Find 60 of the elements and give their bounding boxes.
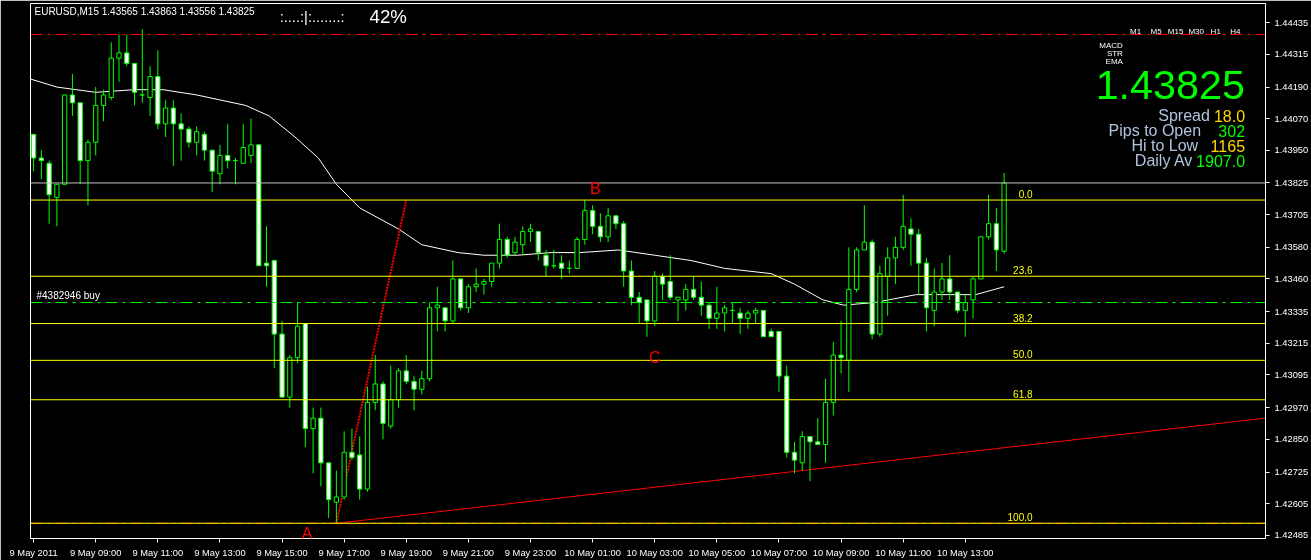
annotation: M15 <box>1167 27 1184 36</box>
annotation: 50.0 <box>1013 349 1034 361</box>
y-tick-label: 1.42970 <box>1274 402 1309 413</box>
x-tick-label: 10 May 05:00 <box>688 547 746 558</box>
annotation: H1 <box>1210 27 1222 36</box>
x-tick-label: 10 May 11:00 <box>875 547 932 558</box>
y-tick-label: 1.43705 <box>1274 209 1309 220</box>
annotation: Spread <box>1158 107 1210 124</box>
annotation: 38.2 <box>1013 312 1034 324</box>
annotation: EMA <box>1105 57 1124 66</box>
annotation: 100.0 <box>1007 512 1034 524</box>
x-tick-label: 10 May 01:00 <box>564 547 621 558</box>
y-tick-label: 1.44190 <box>1274 82 1309 93</box>
y-tick-label: 1.43460 <box>1274 273 1309 284</box>
y-tick-label: 1.44435 <box>1274 17 1309 28</box>
x-tick-label: 9 May 21:00 <box>442 547 495 558</box>
annotation: 23.6 <box>1013 265 1034 277</box>
y-tick-label: 1.42605 <box>1274 498 1309 509</box>
y-tick-label: 1.44315 <box>1274 49 1309 60</box>
y-tick-label: 1.43215 <box>1274 338 1309 349</box>
annotation: 18.0 <box>1213 107 1246 125</box>
annotation: :....:|:.......: <box>279 8 345 25</box>
x-tick-label: 9 May 09:00 <box>70 547 122 558</box>
y-tick-label: 1.43950 <box>1274 145 1309 156</box>
annotation: A <box>301 525 313 542</box>
annotation: H4 <box>1230 27 1241 36</box>
x-tick-label: 10 May 07:00 <box>750 547 808 558</box>
chart-title: EURUSD,M15 1.43565 1.43863 1.43556 1.43825 <box>34 5 256 17</box>
x-tick-label: 9 May 17:00 <box>318 547 370 558</box>
annotation: Daily Av <box>1134 152 1193 169</box>
x-tick-label: 9 May 13:00 <box>194 547 246 558</box>
y-tick-label: 1.44070 <box>1274 113 1309 124</box>
x-tick-label: 9 May 11:00 <box>132 547 184 558</box>
x-tick-label: 9 May 23:00 <box>504 547 557 558</box>
annotation: 42% <box>369 6 407 27</box>
ref-line-label: #4382946 buy <box>36 289 100 301</box>
annotation: 1165 <box>1210 137 1246 155</box>
y-tick-label: 1.43825 <box>1274 177 1309 188</box>
y-tick-label: 1.42850 <box>1274 434 1309 445</box>
annotation: MACD <box>1099 41 1124 50</box>
x-tick-label: 10 May 03:00 <box>626 547 683 558</box>
annotation: STR <box>1106 49 1124 58</box>
annotation: 1907.0 <box>1196 152 1246 170</box>
y-tick-label: 1.43580 <box>1274 242 1309 253</box>
annotation: M30 <box>1188 27 1205 36</box>
x-tick-label: 10 May 13:00 <box>937 547 994 558</box>
x-tick-label: 10 May 09:00 <box>812 547 870 558</box>
annotation: 0.0 <box>1018 189 1034 201</box>
x-tick-label: 9 May 2011 <box>9 547 58 558</box>
annotation: 302 <box>1218 122 1246 140</box>
y-tick-label: 1.43095 <box>1274 369 1309 380</box>
annotation: B <box>589 180 601 197</box>
y-tick-label: 1.43335 <box>1274 306 1309 317</box>
x-tick-label: 9 May 19:00 <box>380 547 432 558</box>
annotation: M5 <box>1150 27 1163 36</box>
y-tick-label: 1.42725 <box>1274 467 1309 478</box>
y-tick-label: 1.42485 <box>1274 530 1309 541</box>
annotation: M1 <box>1130 27 1142 36</box>
x-tick-label: 9 May 15:00 <box>256 547 308 558</box>
annotation: 61.8 <box>1013 388 1034 400</box>
